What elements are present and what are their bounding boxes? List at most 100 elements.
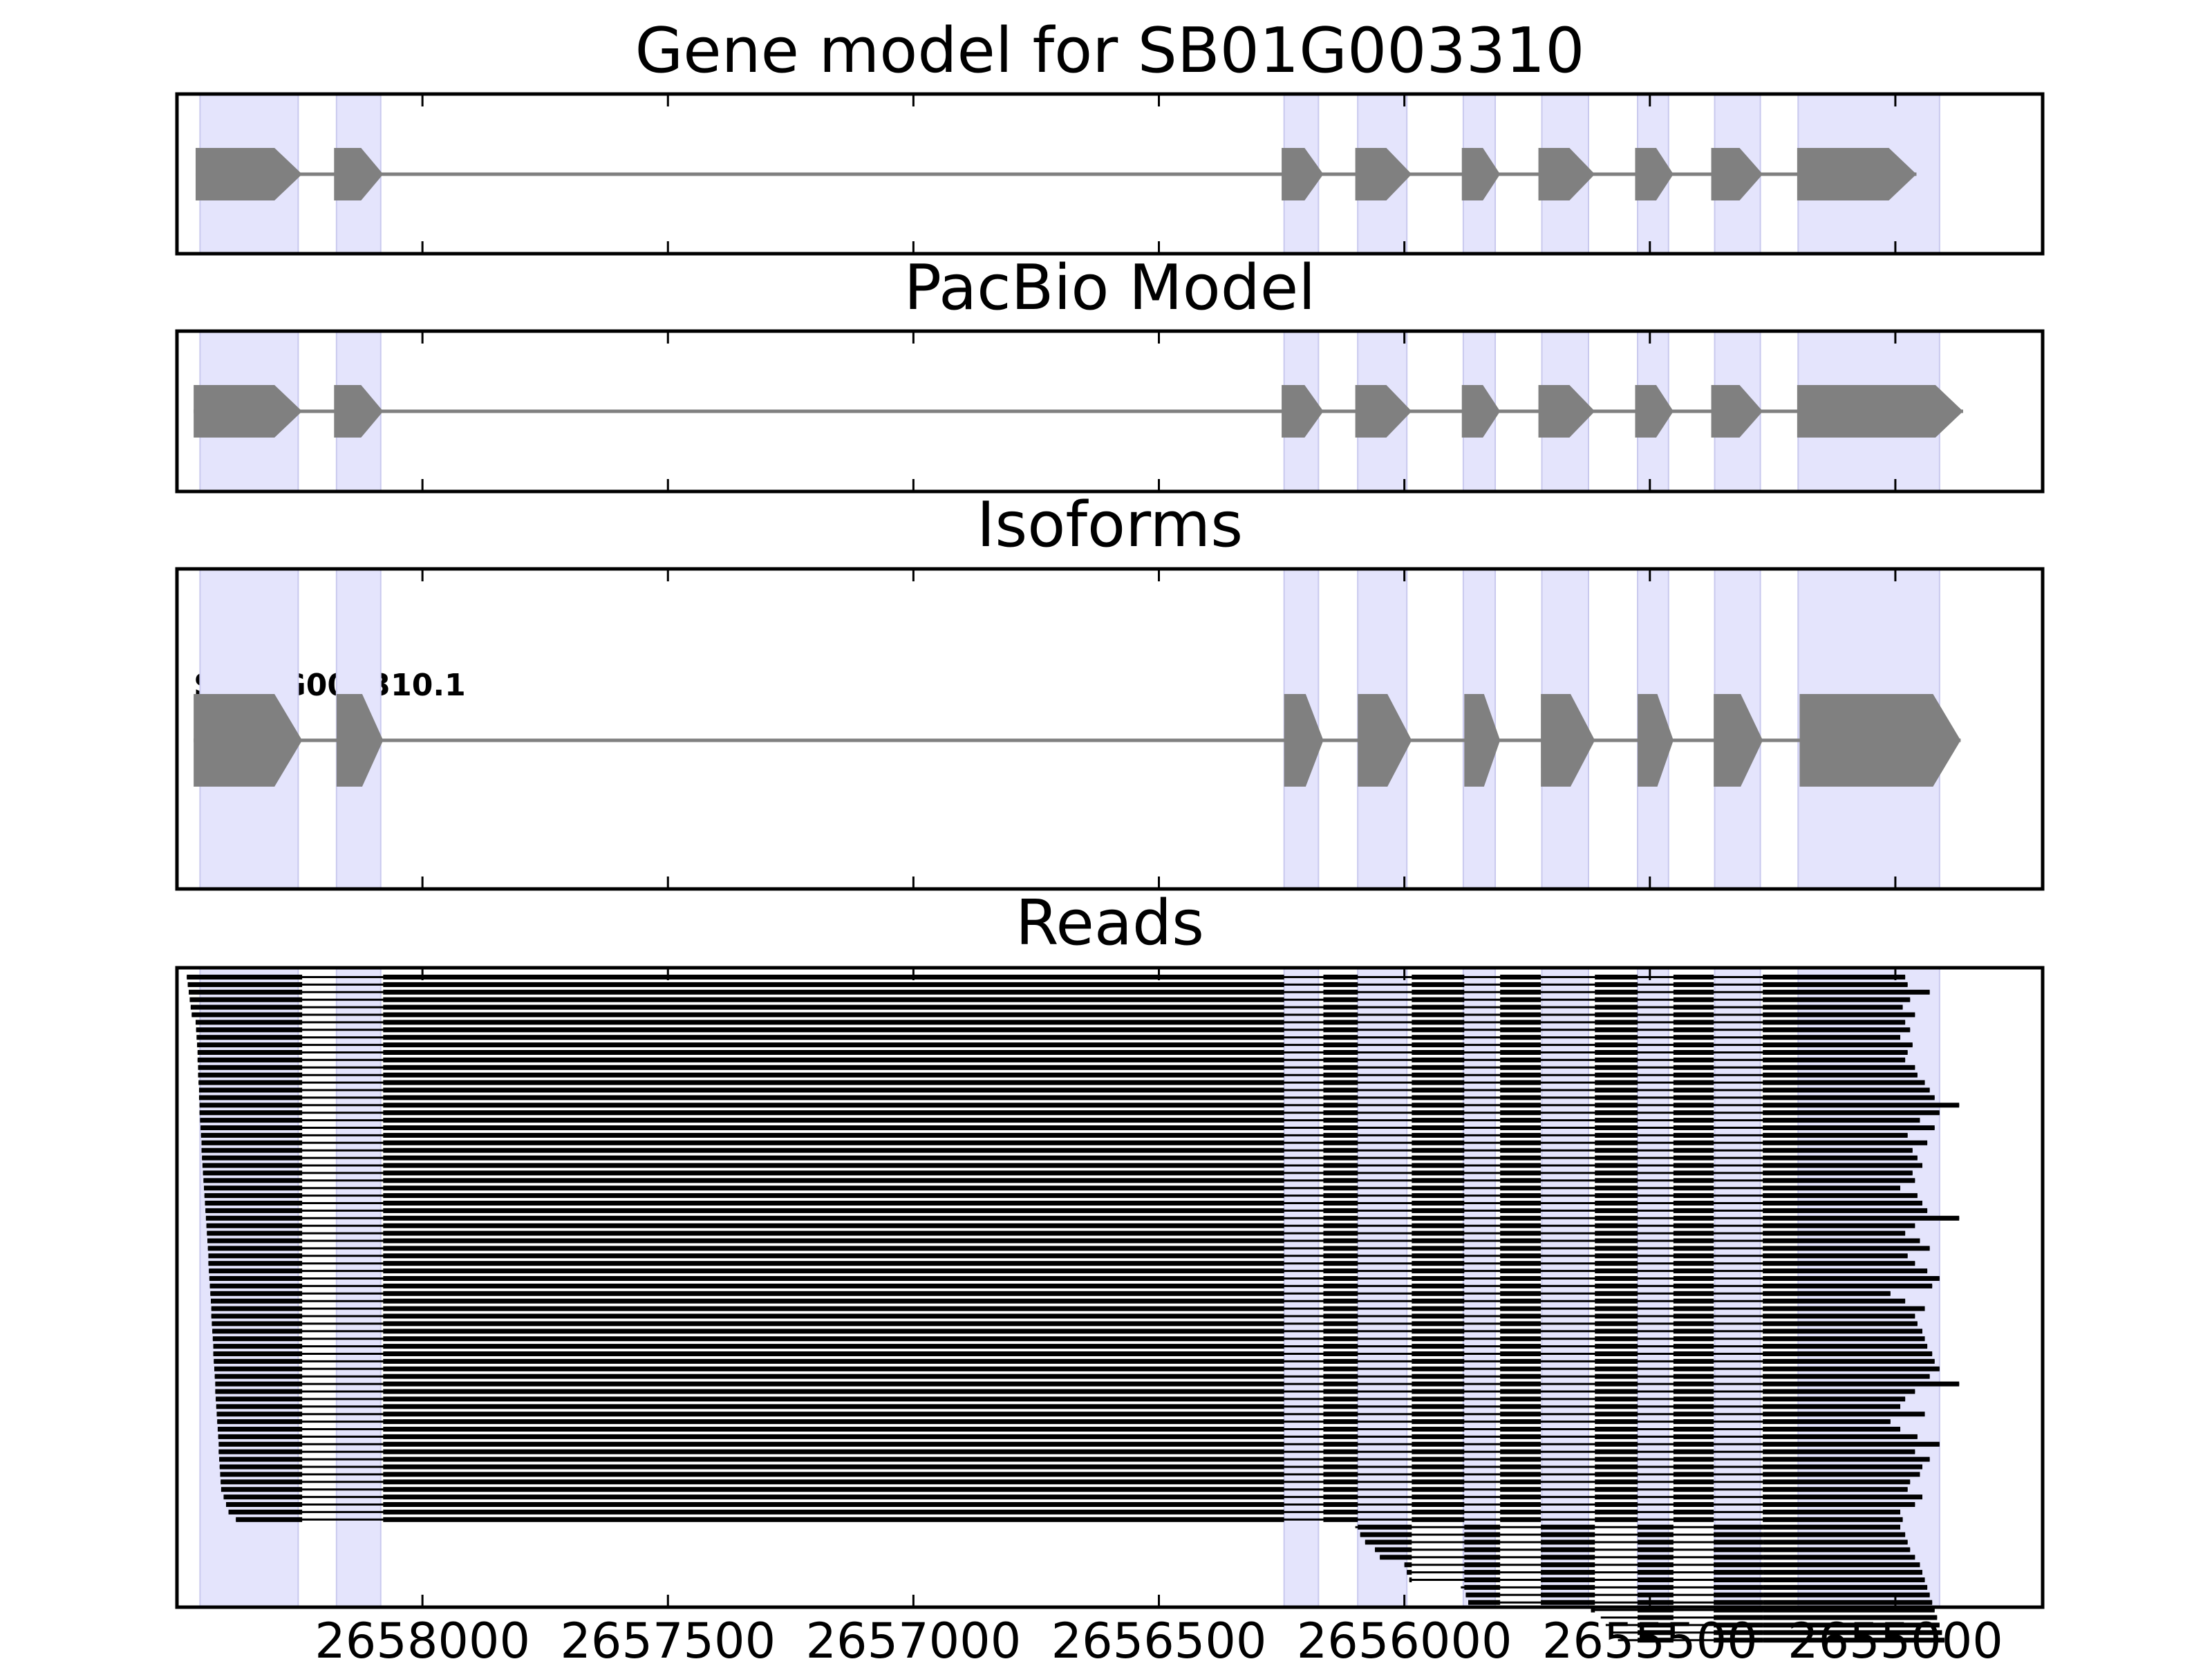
read-block	[1673, 1389, 1714, 1394]
read-block	[1673, 1306, 1714, 1311]
read-block	[1412, 1230, 1465, 1236]
read-block	[1595, 1012, 1638, 1018]
read-block	[1500, 1313, 1541, 1319]
read-block	[1412, 1329, 1465, 1334]
read-block	[1500, 1449, 1541, 1454]
read-block	[1500, 1276, 1541, 1281]
read-block	[1412, 1389, 1465, 1394]
read-block	[1714, 1547, 1763, 1553]
read-block	[383, 1042, 1284, 1048]
read-block	[1763, 1404, 1901, 1409]
read-block	[1673, 1170, 1714, 1176]
read-block	[1673, 1178, 1714, 1183]
read-block	[1412, 1072, 1465, 1078]
read-block	[1500, 1434, 1541, 1439]
read-block	[1323, 1502, 1358, 1507]
read-block	[1673, 1065, 1714, 1070]
read-block	[1412, 982, 1465, 987]
read-block	[216, 1396, 303, 1402]
read-block	[1412, 1321, 1465, 1327]
read-block	[1595, 1238, 1638, 1244]
read-block	[1412, 1404, 1465, 1409]
read-block	[1595, 1434, 1638, 1439]
read-block	[1763, 1140, 1928, 1145]
read-block	[1763, 1095, 1935, 1100]
read-block	[1323, 1313, 1358, 1319]
panel-frame	[175, 966, 2045, 1609]
read-block	[383, 1306, 1284, 1311]
read-block	[209, 1268, 303, 1274]
read-block	[383, 1509, 1284, 1515]
read-block	[1595, 1027, 1638, 1033]
panel-title-gene-model: Gene model for SB01G003310	[635, 15, 1584, 87]
read-block	[1412, 1238, 1465, 1244]
read-block	[383, 1125, 1284, 1130]
read-block	[1595, 1103, 1638, 1108]
panel-1	[175, 329, 2045, 494]
read-block	[1673, 1329, 1714, 1334]
read-block	[199, 1110, 303, 1116]
read-block	[1500, 1389, 1541, 1394]
read-block	[1500, 1336, 1541, 1342]
read-block	[187, 982, 303, 987]
read-block	[1412, 1118, 1465, 1123]
read-block	[209, 1283, 303, 1288]
read-block	[201, 1147, 303, 1153]
read-block	[1673, 1095, 1714, 1100]
read-block	[1412, 1268, 1465, 1274]
read-block	[383, 1366, 1284, 1371]
read-block	[1412, 1351, 1465, 1356]
read-block	[221, 1479, 303, 1485]
read-block	[1595, 1004, 1638, 1010]
read-block	[383, 1434, 1284, 1439]
read-block	[1595, 1147, 1638, 1153]
read-block	[1595, 975, 1638, 980]
read-block	[1500, 1283, 1541, 1288]
read-block	[1595, 1193, 1638, 1199]
read-block	[1323, 1517, 1358, 1522]
read-block	[1763, 1479, 1911, 1485]
read-block	[1365, 1539, 1412, 1545]
read-block	[1763, 1246, 1930, 1251]
read-block	[1323, 1027, 1358, 1033]
read-block	[220, 1472, 303, 1477]
read-block	[1323, 1261, 1358, 1266]
panel-title-pacbio-model: PacBio Model	[904, 252, 1316, 324]
read-block	[1412, 1110, 1465, 1116]
read-block	[200, 1125, 303, 1130]
read-block	[1464, 1539, 1501, 1545]
exon-arrow	[194, 694, 303, 787]
read-block	[1595, 1050, 1638, 1055]
read-block	[383, 1336, 1284, 1342]
read-block	[1412, 1095, 1465, 1100]
read-block	[1763, 982, 1908, 987]
x-tick-label: 2655000	[1788, 1613, 2003, 1659]
read-block	[215, 1381, 303, 1387]
read-block	[383, 1276, 1284, 1281]
read-block	[205, 1215, 303, 1221]
read-block	[1638, 1600, 1674, 1605]
read-block	[1673, 1246, 1714, 1251]
read-block	[1595, 1276, 1638, 1281]
read-block	[1323, 1479, 1358, 1485]
read-block	[200, 1132, 303, 1138]
read-block	[1407, 1570, 1412, 1575]
read-block	[1763, 1351, 1933, 1356]
read-block	[1763, 1449, 1915, 1454]
read-block	[1412, 1366, 1465, 1371]
read-block	[383, 1155, 1284, 1161]
read-block	[383, 1065, 1284, 1070]
read-block	[1763, 1306, 1925, 1311]
read-block	[1500, 1118, 1541, 1123]
read-block	[383, 1057, 1284, 1062]
read-block	[1500, 1042, 1541, 1048]
read-block	[1464, 1524, 1501, 1530]
read-block	[1323, 1208, 1358, 1213]
read-block	[1763, 1185, 1901, 1191]
read-block	[1323, 1456, 1358, 1462]
read-block	[1500, 1306, 1541, 1311]
read-block	[1412, 1201, 1465, 1206]
read-block	[1323, 1268, 1358, 1274]
read-block	[1595, 1487, 1638, 1492]
